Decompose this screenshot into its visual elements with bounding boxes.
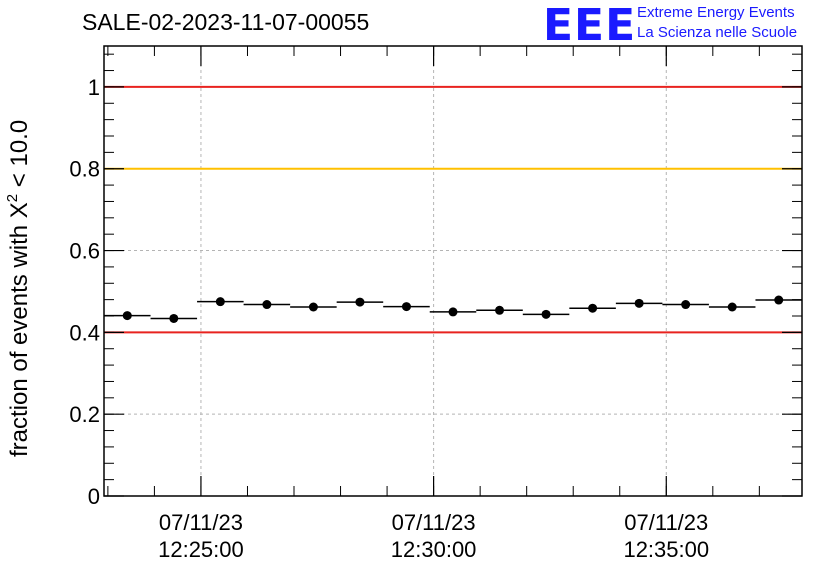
y-tick-label: 0.2 [69, 402, 100, 427]
logo-letters: EEE [543, 0, 637, 51]
data-point [262, 300, 272, 310]
chart-title: SALE-02-2023-11-07-00055 [82, 9, 370, 35]
data-point [308, 302, 318, 312]
x-tick-label-date: 07/11/23 [159, 510, 243, 535]
y-tick-label: 0.4 [69, 320, 100, 345]
x-tick-label-date: 07/11/23 [392, 510, 476, 535]
x-tick-label-time: 12:30:00 [391, 537, 477, 562]
x-tick-label-date: 07/11/23 [624, 510, 708, 535]
y-tick-label: 1 [88, 75, 100, 100]
eee-logo: EEE Extreme Energy Events La Scienza nel… [543, 0, 833, 51]
data-point [588, 303, 598, 313]
plot-frame [103, 45, 803, 497]
data-point [169, 313, 179, 323]
x-tick-label-time: 12:25:00 [158, 537, 244, 562]
data-point [681, 300, 691, 310]
data-point [215, 297, 225, 307]
logo-tagline-1: Extreme Energy Events [637, 4, 795, 21]
data-point [122, 311, 132, 321]
x-tick-label-time: 12:35:00 [623, 537, 709, 562]
y-tick-label: 0 [88, 484, 100, 509]
data-point [495, 305, 505, 315]
data-point [541, 309, 551, 319]
data-point [634, 298, 644, 308]
data-point [355, 297, 365, 307]
data-point [774, 295, 784, 305]
y-tick-label: 0.8 [69, 157, 100, 182]
y-tick-label: 0.6 [69, 239, 100, 264]
data-point [401, 302, 411, 312]
data-point [448, 307, 458, 317]
logo-tagline-2: La Scienza nelle Scuole [637, 24, 798, 41]
data-point [727, 302, 737, 312]
